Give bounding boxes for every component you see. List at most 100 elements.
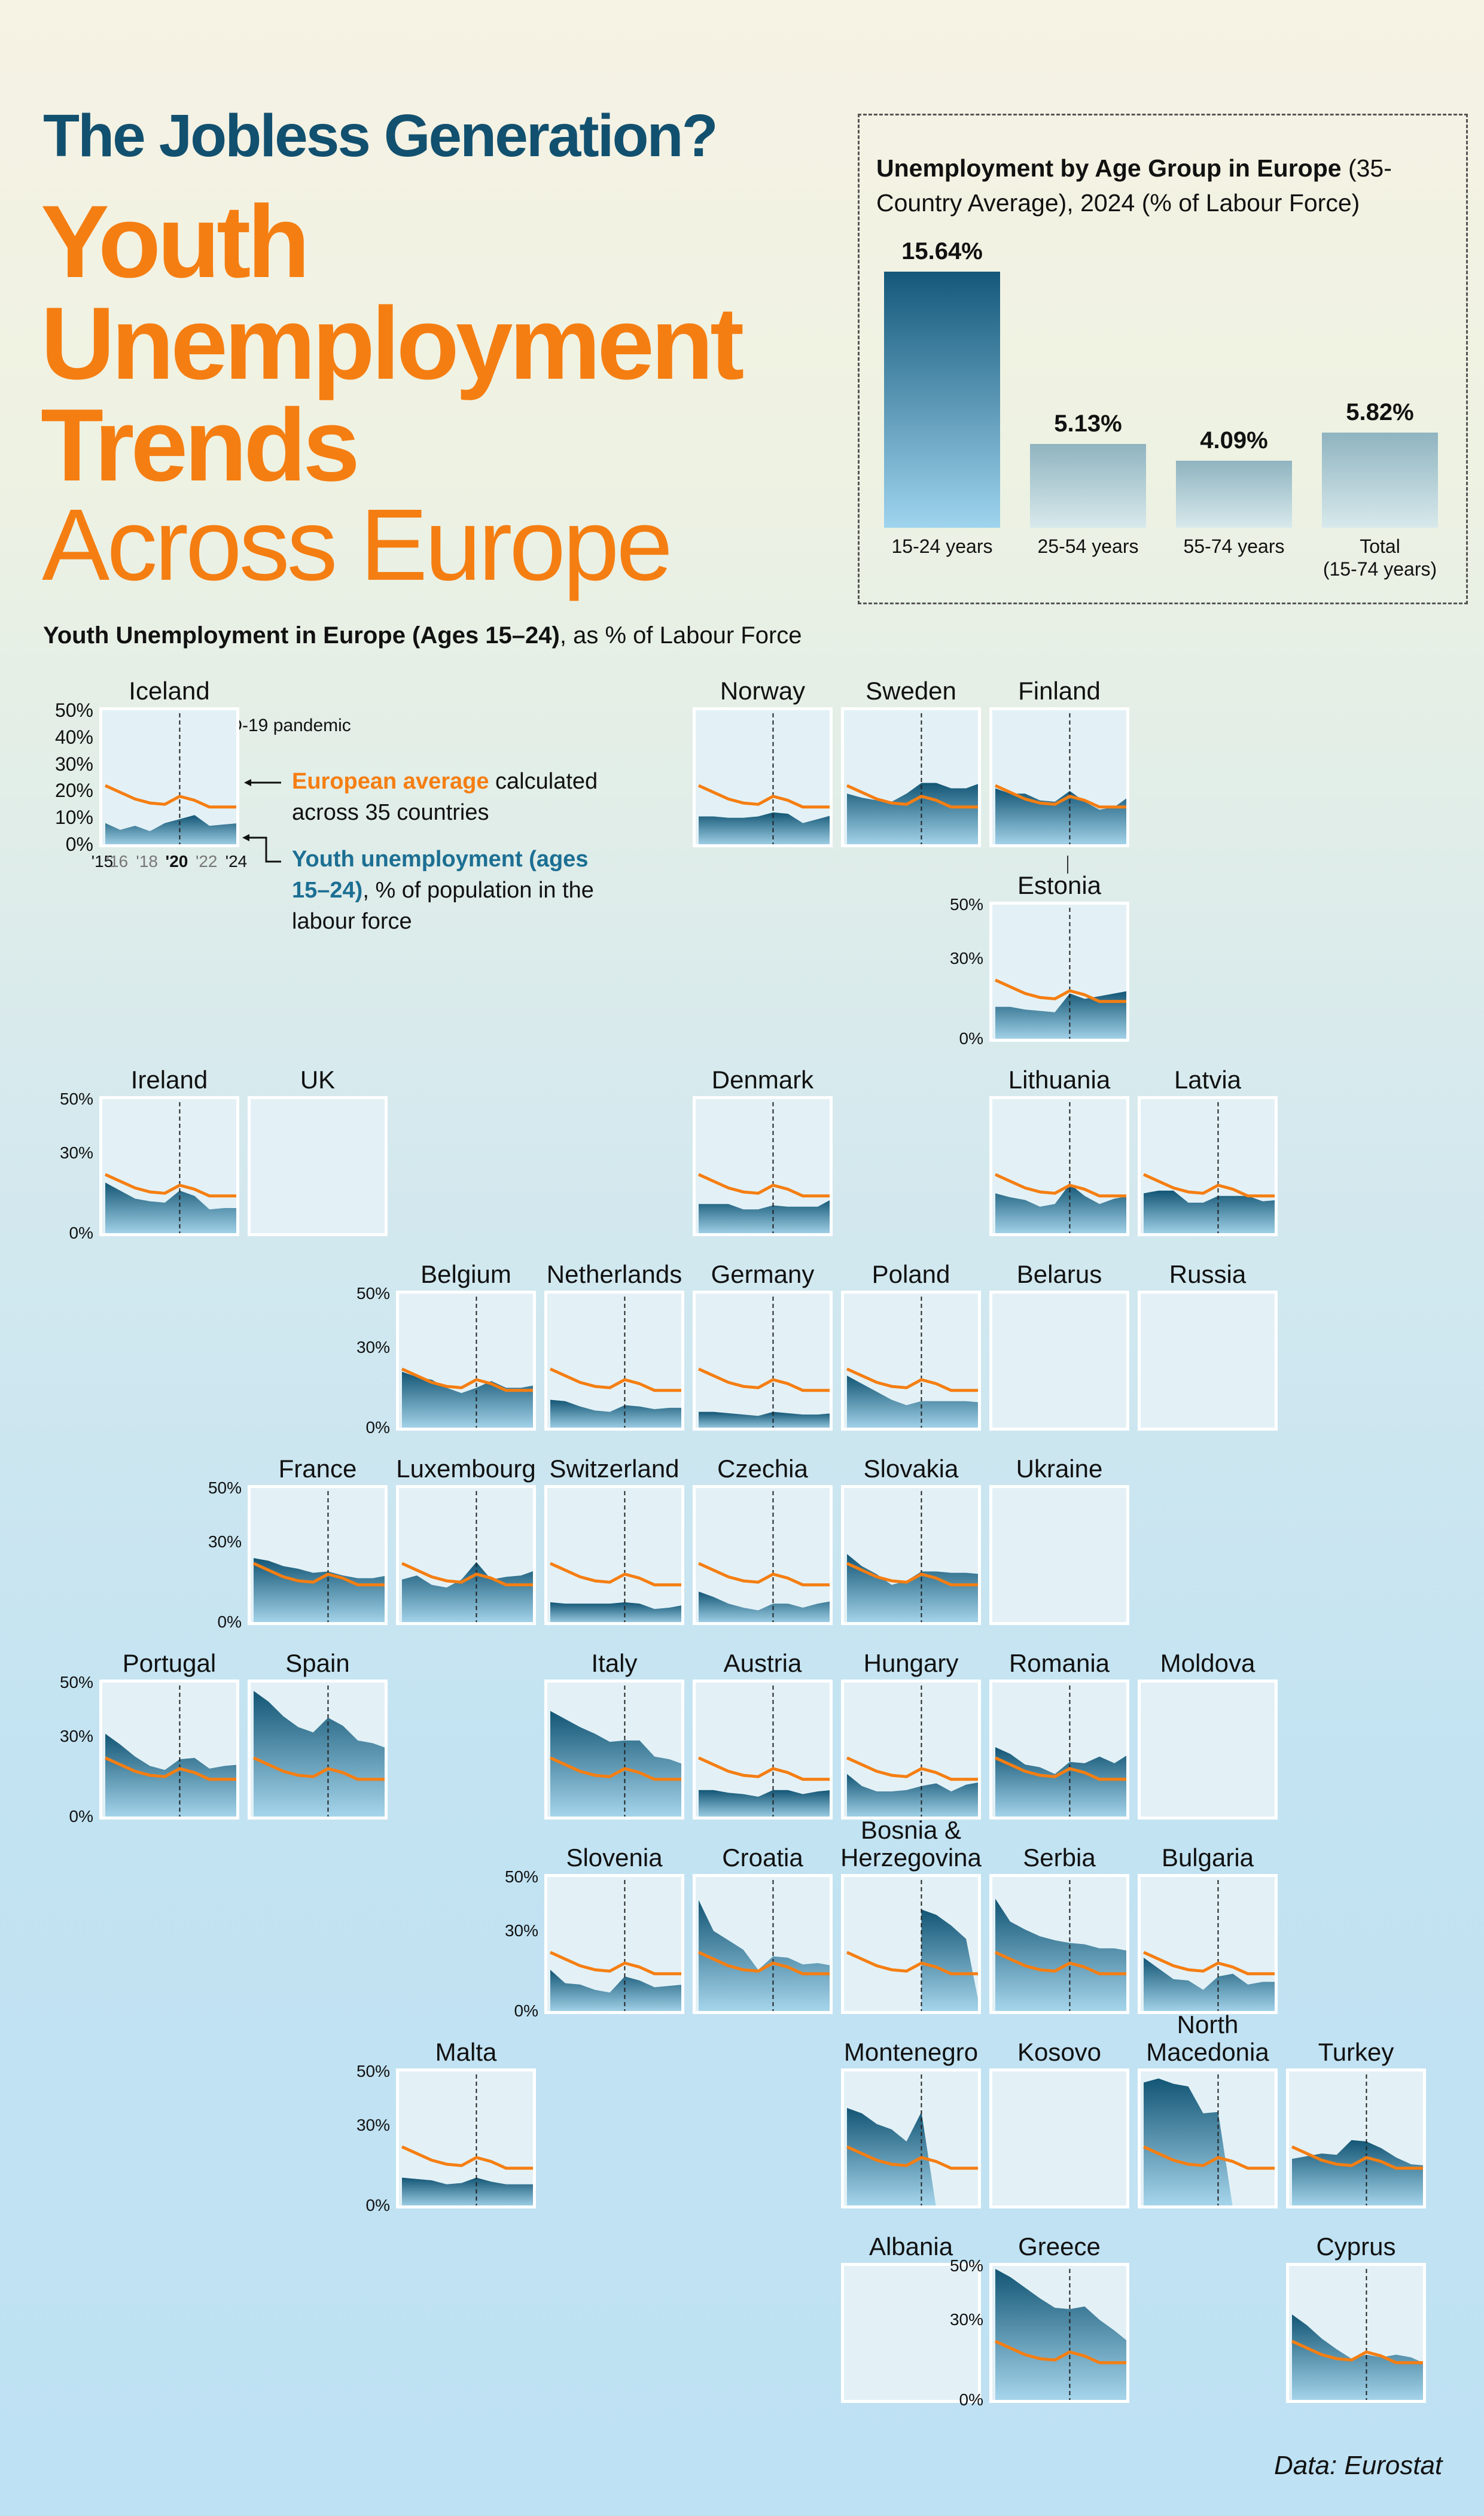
legend-arrows (242, 779, 1068, 874)
youth-area-serbia (995, 1899, 1126, 2011)
european-average-line-belgium (401, 1367, 533, 1392)
youth-area-france (254, 1558, 385, 1622)
country-name-portugal: Portugal (122, 1649, 217, 1677)
youth-area-luxembourg (402, 1562, 533, 1622)
youth-area-bulgaria (1144, 1957, 1275, 2011)
country-name-romania: Romania (1008, 1649, 1110, 1677)
country-chart-bulgaria (1142, 1880, 1275, 2011)
european-average-line-serbia (994, 1951, 1126, 1976)
country-chart-germany (697, 1297, 830, 1428)
country-chart-uk (251, 1099, 388, 1236)
country-chart-latvia (1142, 1102, 1275, 1233)
european-average-line-norway (697, 784, 830, 809)
european-average-line-bulgaria (1142, 1951, 1275, 1976)
y-tick-label: 50% (208, 1478, 242, 1497)
country-name-bulgaria: Bulgaria (1161, 1843, 1254, 1872)
country-chart-north-macedonia (1142, 2074, 1275, 2205)
european-average-line-sweden (846, 784, 978, 809)
section-title-bold: Youth Unemployment in Europe (Ages 15–24… (43, 622, 560, 649)
european-average-line-germany (697, 1367, 830, 1392)
european-average-line-czechia (697, 1562, 830, 1587)
youth-area-czechia (699, 1592, 830, 1622)
country-name-estonia: Estonia (1017, 871, 1102, 899)
country-chart-belarus (992, 1294, 1129, 1431)
european-average-line-spain (252, 1756, 385, 1781)
country-name-france: France (278, 1455, 357, 1483)
inset-title-bold: Unemployment by Age Group in Europe (876, 154, 1342, 182)
country-panel-finland (989, 707, 1129, 847)
country-name-denmark: Denmark (711, 1066, 814, 1094)
iceland-x-tick-label: '22 (195, 852, 218, 871)
country-name-poland: Poland (871, 1260, 950, 1288)
inset-chart-title: Unemployment by Age Group in Europe (35-… (876, 151, 1451, 220)
youth-area-turkey (1292, 2140, 1423, 2205)
youth-area-finland (995, 788, 1126, 844)
title-light: Across Europe (42, 488, 673, 602)
country-panel-kosovo (989, 2068, 1129, 2208)
country-name-serbia: Serbia (1023, 1843, 1096, 1872)
country-chart-slovenia (549, 1880, 681, 2011)
inset-bar-55-74-years (1176, 461, 1292, 528)
country-name-malta: Malta (435, 2038, 497, 2066)
european-average-line-austria (697, 1756, 830, 1781)
y-tick-label: 0% (959, 2390, 983, 2409)
youth-area-slovenia (550, 1970, 681, 2011)
european-average-line-switzerland (549, 1562, 681, 1587)
title-line-3: Trends (41, 388, 360, 503)
country-panel-croatia (693, 1874, 833, 2014)
european-average-line-estonia (994, 978, 1126, 1003)
youth-area-germany (699, 1411, 830, 1428)
european-average-line-portugal (104, 1756, 236, 1781)
section-title-rest: , as % of Labour Force (559, 622, 802, 649)
y-tick-label: 0% (959, 1029, 983, 1048)
inset-bar-total-15-74-years (1322, 432, 1438, 528)
youth-area-bosnia-and-herzegovina (921, 1909, 978, 2011)
country-panel-portugal (99, 1680, 239, 1820)
youth-area-romania (995, 1747, 1126, 1817)
country-panel-slovakia (841, 1485, 981, 1625)
country-panel-denmark (693, 1096, 833, 1236)
inset-bar-value-label: 15.64% (901, 238, 983, 264)
y-tick-label: 50% (59, 1673, 93, 1691)
country-name-latvia: Latvia (1174, 1066, 1242, 1094)
country-chart-slovakia (846, 1491, 978, 1622)
y-tick-label: 0% (69, 1807, 93, 1826)
country-panel-uk (248, 1096, 388, 1236)
country-name-kosovo: Kosovo (1017, 2038, 1102, 2066)
european-average-line-greece (994, 2339, 1126, 2365)
european-average-line-ireland (104, 1173, 236, 1198)
country-panel-estonia (989, 902, 1129, 1042)
country-chart-montenegro (846, 2074, 978, 2205)
y-tick-label: 0% (365, 1418, 390, 1437)
european-average-line-croatia (697, 1951, 830, 1976)
y-tick-label: 30% (356, 1337, 390, 1356)
legend-youth-bold: Youth unemployment (ages 15–24) (292, 847, 589, 903)
youth-area-lithuania (995, 1184, 1126, 1233)
country-panel-netherlands (544, 1291, 684, 1431)
european-average-line-iceland (104, 784, 236, 809)
european-average-line-cyprus (1291, 2339, 1423, 2365)
youth-area-slovakia (847, 1554, 978, 1622)
european-average-line-poland (846, 1367, 978, 1392)
european-average-line-latvia (1142, 1173, 1275, 1198)
y-tick-label: 0% (365, 2196, 390, 2214)
y-tick-label: 30% (504, 1921, 538, 1940)
country-panel-sweden (841, 707, 981, 847)
country-panel-ireland (99, 1096, 239, 1236)
country-chart-czechia (697, 1491, 830, 1622)
youth-area-denmark (699, 1200, 830, 1233)
country-panel-czechia (693, 1485, 833, 1625)
country-name-norway: Norway (720, 677, 806, 705)
country-chart-iceland (104, 713, 236, 844)
country-panel-france (248, 1485, 388, 1625)
country-name-ukraine: Ukraine (1016, 1455, 1103, 1483)
country-name-belgium: Belgium (420, 1260, 511, 1288)
country-chart-denmark (697, 1102, 830, 1233)
legend-avg-arrow (244, 779, 281, 786)
european-average-line-lithuania (994, 1173, 1126, 1198)
iceland-x-tick-label: '18 (136, 852, 158, 871)
country-name-netherlands: Netherlands (546, 1260, 682, 1288)
iceland-y-tick-label: 0% (65, 833, 93, 855)
y-tick-label: 30% (208, 1532, 242, 1551)
country-panel-montenegro (841, 2068, 981, 2208)
